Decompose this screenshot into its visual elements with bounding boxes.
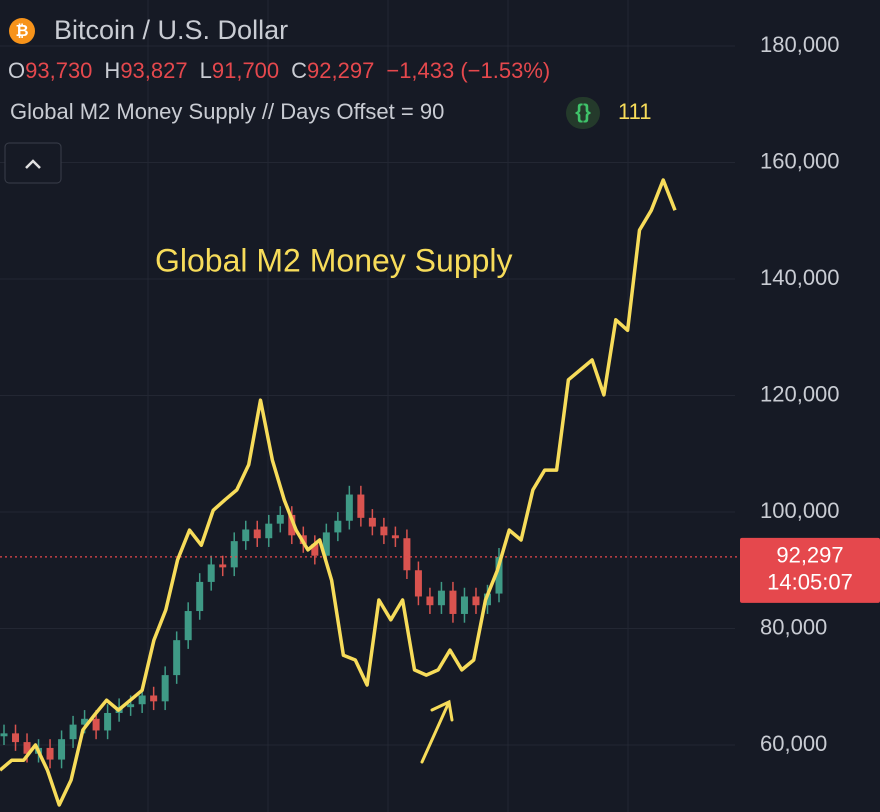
ohlc-value: 93,827 [120,58,187,83]
candle-body [138,695,146,705]
candle-body [58,739,66,760]
candle-body [104,712,112,731]
candle-body [161,675,169,702]
candle-body [92,718,100,731]
arrow [420,699,454,764]
candle-body [403,538,411,571]
candle-body [449,590,457,614]
ohlc-value: 92,297 [307,58,374,83]
symbol: Bitcoin / U.S. Dollar [54,15,288,45]
candle-body [196,581,204,612]
y-tick-label: 120,000 [760,381,840,406]
y-tick-label: 180,000 [760,32,840,57]
ohlc-value: 93,730 [25,58,92,83]
plot [0,178,740,807]
price-label-bg [740,537,880,603]
countdown: 14:05:07 [767,570,853,595]
candle-body [173,640,181,676]
candle-body [276,514,284,524]
candle-body [46,747,54,760]
candle-body [426,596,434,606]
candle-body [334,520,342,533]
candle-body [184,611,192,641]
ohlc-key: H [104,58,120,83]
candle-body [12,733,20,743]
btc-icon [9,18,35,44]
candle-body [368,517,376,527]
ohlc: O93,730 H93,827 L91,700 C92,297 −1,433 (−1.5… [8,58,550,83]
indicator-value: 111 [618,99,651,124]
ohlc-key: L [200,58,212,83]
ohlc-value: 91,700 [212,58,279,83]
candle-body [322,532,330,556]
candle-body [127,704,135,708]
candle-body [265,523,273,539]
price-label: 92,297 [776,543,843,568]
change: −1,433 (−1.53%) [386,58,550,83]
candle-body [242,529,250,542]
candle-body [311,544,319,556]
candle-body [81,718,89,725]
candle-body [230,541,238,568]
ohlc-key: C [291,58,307,83]
candle-body [391,535,399,539]
y-axis: 60,000 80,000 100,000 120,000 140,000 160,000… [740,32,880,756]
candle-body [437,590,445,606]
grid [0,0,735,812]
candle-body [207,564,215,582]
candle-body [357,494,365,518]
candle-body [253,529,261,539]
ohlc-key: O [8,58,25,83]
candle-body [69,724,77,740]
candle-body [460,596,468,614]
collapse-button[interactable] [4,142,62,184]
y-tick-label: 140,000 [760,265,840,290]
indicator-badge-bg[interactable] [566,97,600,129]
candle-body [0,733,8,737]
candle-body [414,570,422,597]
candle-body [219,564,227,568]
btc-glyph: ₿ [15,22,28,40]
candle-body [288,514,296,536]
y-tick-label: 100,000 [760,498,840,523]
m2-line [0,178,677,807]
candle-body [150,695,158,702]
y-tick-label: 160,000 [760,148,840,173]
indicator-name: Global M2 Money Supply // Days Offset = … [10,99,444,124]
candle-body [345,494,353,521]
annotation: Global M2 Money Supply [155,242,513,278]
collapse-icon [25,159,41,169]
candle-body [23,742,31,754]
candle-body [495,556,503,594]
y-tick-label: 60,000 [760,731,827,756]
candle-body [472,596,480,606]
indicator-badge[interactable]: {} [575,101,591,123]
candle-body [380,526,388,536]
y-tick-label: 80,000 [760,614,827,639]
